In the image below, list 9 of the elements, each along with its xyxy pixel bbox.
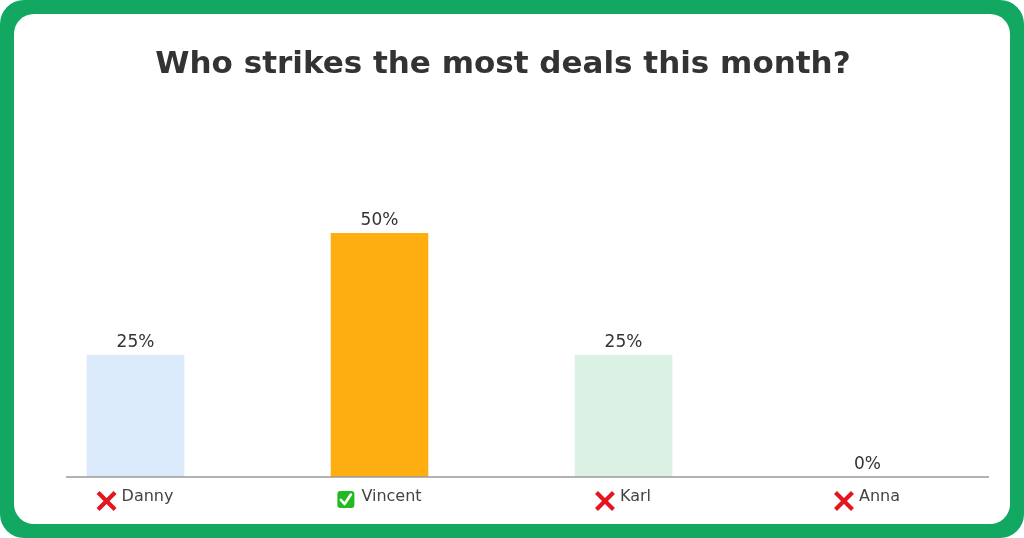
x-tick-label: Anna bbox=[858, 486, 901, 505]
x-tick-label: Vincent bbox=[361, 486, 422, 505]
data-label: 0% bbox=[854, 453, 881, 473]
chart-title: Who strikes the most deals this month? bbox=[155, 44, 851, 80]
x-tick-label: Karl bbox=[619, 486, 652, 505]
data-label: 50% bbox=[360, 209, 399, 229]
data-label: 25% bbox=[116, 331, 155, 351]
x-tick-label: Danny bbox=[121, 486, 174, 505]
data-label: 25% bbox=[604, 331, 643, 351]
